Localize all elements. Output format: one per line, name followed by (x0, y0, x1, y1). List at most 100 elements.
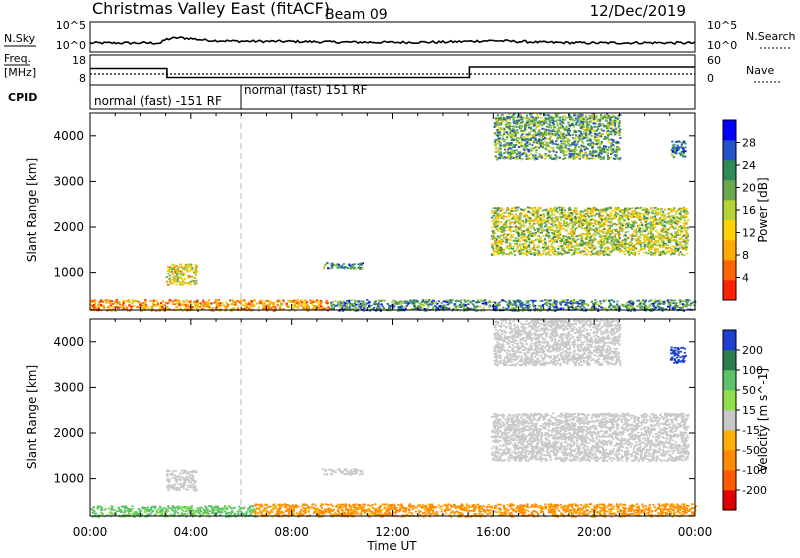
heatmap-cell (348, 300, 350, 302)
heatmap-cell (680, 244, 682, 246)
heatmap-cell (589, 118, 591, 120)
heatmap-cell (672, 245, 674, 247)
heatmap-cell (673, 300, 675, 302)
heatmap-cell (559, 117, 561, 119)
heatmap-cell (199, 306, 201, 308)
heatmap-cell (643, 239, 645, 241)
heatmap-cell (667, 300, 669, 302)
heatmap-cell (686, 216, 688, 218)
heatmap-cell (614, 126, 616, 128)
heatmap-cell (250, 305, 252, 307)
heatmap-cell (631, 237, 633, 239)
heatmap-cell (378, 300, 380, 302)
heatmap-cell (593, 214, 595, 216)
heatmap-cell (593, 120, 595, 122)
heatmap-cell (595, 233, 597, 235)
heatmap-cell (557, 212, 559, 214)
heatmap-cell (684, 227, 686, 229)
heatmap-cell (615, 230, 617, 232)
heatmap-cell (638, 253, 640, 255)
heatmap-cell (605, 247, 607, 249)
heatmap-cell (634, 220, 636, 222)
heatmap-cell (245, 302, 247, 304)
heatmap-cell (333, 307, 335, 309)
heatmap-cell (566, 303, 568, 305)
heatmap-cell (581, 240, 583, 242)
heatmap-cell (508, 307, 510, 309)
heatmap-cell (635, 222, 637, 224)
heatmap-cell (532, 241, 534, 243)
heatmap-cell (430, 303, 432, 305)
heatmap-cell (606, 217, 608, 219)
heatmap-cell (680, 251, 682, 253)
heatmap-cell (574, 245, 576, 247)
heatmap-cell (496, 239, 498, 241)
heatmap-cell (585, 213, 587, 215)
heatmap-cell (588, 226, 590, 228)
heatmap-cell (606, 132, 608, 134)
heatmap-cell (643, 213, 645, 215)
heatmap-cell (637, 227, 639, 229)
heatmap-cell (625, 247, 627, 249)
heatmap-cell (492, 207, 494, 209)
heatmap-cell (368, 301, 370, 303)
heatmap-cell (592, 208, 594, 210)
heatmap-cell (608, 248, 610, 250)
heatmap-cell (570, 243, 572, 245)
heatmap-cell (599, 300, 601, 302)
heatmap-cell (650, 253, 652, 255)
heatmap-cell (153, 305, 155, 307)
heatmap-cell (654, 254, 656, 256)
heatmap-cell (570, 306, 572, 308)
heatmap-cell (578, 307, 580, 309)
heatmap-cell (600, 128, 602, 130)
heatmap-cell (596, 221, 598, 223)
heatmap-cell (94, 300, 96, 302)
heatmap-cell (534, 234, 536, 236)
heatmap-cell (389, 308, 391, 310)
heatmap-cell (639, 241, 641, 243)
heatmap-cell (572, 235, 574, 237)
heatmap-cell (628, 254, 630, 256)
heatmap-cell (644, 230, 646, 232)
heatmap-cell (160, 304, 162, 306)
heatmap-cell (492, 301, 494, 303)
heatmap-cell (527, 220, 529, 222)
heatmap-cell (601, 219, 603, 221)
heatmap-cell (596, 253, 598, 255)
heatmap-cell (586, 254, 588, 256)
heatmap-cell (623, 247, 625, 249)
heatmap-cell (503, 227, 505, 229)
heatmap-cell (231, 308, 233, 310)
heatmap-cell (635, 239, 637, 241)
heatmap-cell (562, 158, 564, 160)
heatmap-cell (583, 243, 585, 245)
heatmap-cell (574, 247, 576, 249)
heatmap-cell (528, 244, 530, 246)
heatmap-cell (563, 215, 565, 217)
heatmap-cell (195, 266, 197, 268)
heatmap-cell (234, 303, 236, 305)
heatmap-cell (249, 303, 251, 305)
heatmap-cell (517, 207, 519, 209)
heatmap-cell (661, 223, 663, 225)
heatmap-cell (497, 214, 499, 216)
heatmap-cell (600, 210, 602, 212)
heatmap-cell (90, 307, 92, 309)
heatmap-cell (567, 237, 569, 239)
heatmap-cell (660, 210, 662, 212)
heatmap-cell (556, 125, 558, 127)
heatmap-cell (327, 302, 329, 304)
heatmap-cell (531, 225, 533, 227)
heatmap-cell (639, 228, 641, 230)
heatmap-cell (176, 273, 178, 275)
heatmap-cell (607, 249, 609, 251)
heatmap-cell (355, 307, 357, 309)
heatmap-cell (686, 301, 688, 303)
heatmap-cell (511, 210, 513, 212)
heatmap-cell (229, 300, 231, 302)
heatmap-cell (505, 237, 507, 239)
heatmap-cell (577, 141, 579, 143)
heatmap-cell (438, 300, 440, 302)
heatmap-cell (610, 243, 612, 245)
